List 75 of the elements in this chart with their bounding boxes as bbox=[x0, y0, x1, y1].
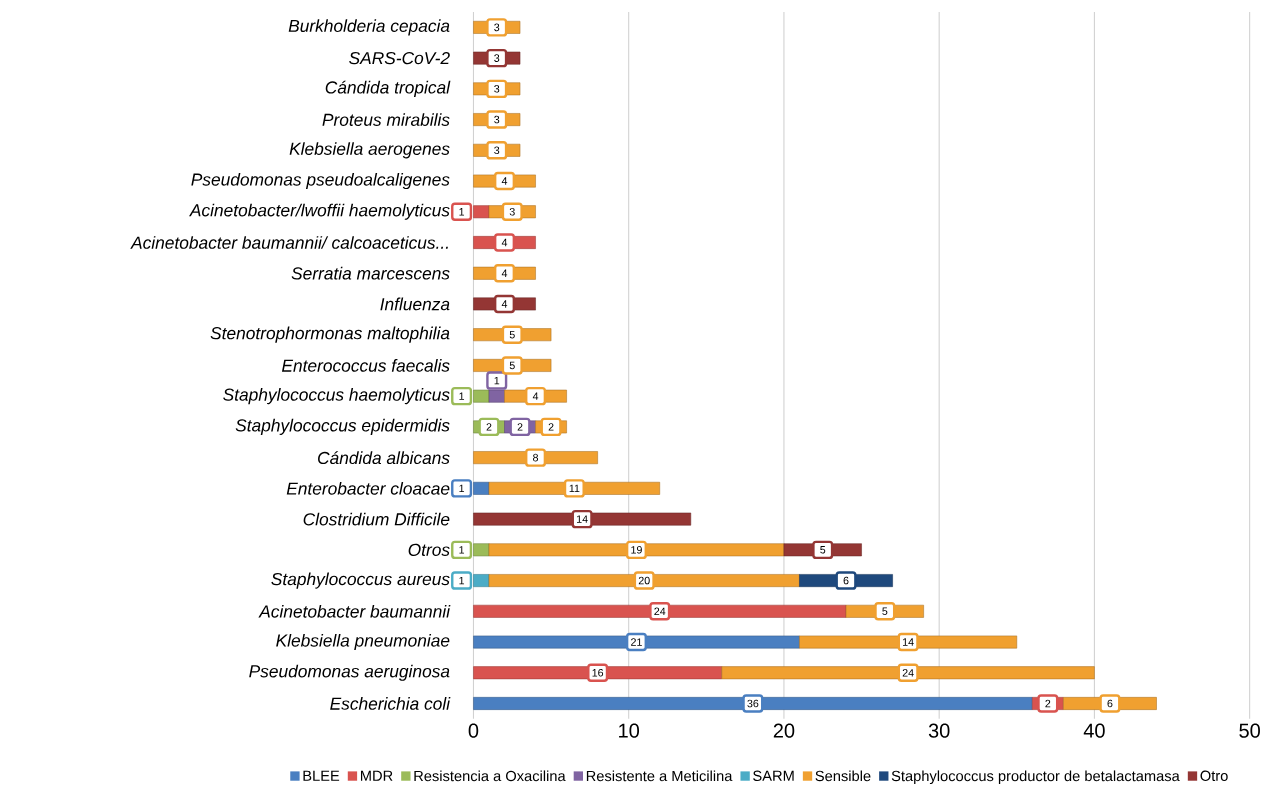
data-label: 2 bbox=[548, 423, 554, 431]
data-label: 5 bbox=[509, 361, 515, 370]
data-label: 6 bbox=[843, 577, 849, 585]
x-tick-label: 0 bbox=[468, 723, 479, 738]
data-label: 4 bbox=[501, 300, 508, 308]
data-label: 3 bbox=[494, 146, 500, 155]
data-label: 36 bbox=[747, 699, 759, 708]
data-label: 1 bbox=[459, 546, 465, 554]
data-label: 20 bbox=[638, 577, 650, 585]
data-label: 1 bbox=[459, 577, 465, 585]
data-label: 5 bbox=[882, 607, 888, 616]
data-label: 4 bbox=[501, 177, 508, 185]
y-tick-label: Cándida tropical bbox=[325, 80, 451, 98]
data-label: 4 bbox=[532, 392, 539, 401]
y-tick-label: Proteus mirabilis bbox=[322, 113, 450, 127]
y-tick-label: Acinetobacter/lwoffii haemolyticus bbox=[189, 203, 450, 221]
data-label: 2 bbox=[517, 423, 523, 431]
data-label: 24 bbox=[654, 607, 666, 616]
data-label: 14 bbox=[903, 638, 914, 646]
legend-label: Resistente a Meticilina bbox=[586, 770, 733, 782]
legend-label: SARM bbox=[753, 770, 794, 782]
y-tick-label: Staphylococcus epidermidis bbox=[235, 419, 450, 436]
y-tick-label: Cándida albicans bbox=[318, 451, 450, 465]
y-tick-label: Burkholderia cepacia bbox=[288, 19, 450, 36]
data-label: 5 bbox=[509, 331, 515, 339]
y-tick-label: Klebsiella pneumoniae bbox=[276, 634, 450, 651]
y-tick-label: Enterococcus faecalis bbox=[281, 359, 450, 373]
data-label: 3 bbox=[494, 116, 500, 124]
data-label: 4 bbox=[501, 269, 508, 278]
data-label: 4 bbox=[501, 239, 508, 247]
y-tick-label: Staphylococcus aureus bbox=[271, 572, 450, 589]
data-label: 11 bbox=[569, 484, 580, 493]
y-tick-label: Otros bbox=[408, 543, 450, 557]
y-tick-label: Clostridium Difficile bbox=[303, 512, 450, 526]
y-tick-label: Staphylococcus haemolyticus bbox=[223, 388, 450, 405]
x-tick-label: 10 bbox=[619, 723, 640, 738]
data-label: 21 bbox=[631, 638, 642, 646]
data-label: 19 bbox=[631, 546, 642, 554]
y-tick-label: Influenza bbox=[380, 297, 450, 311]
y-tick-label: Klebsiella aerogenes bbox=[289, 142, 450, 159]
data-label: 2 bbox=[1045, 700, 1051, 708]
data-label: 3 bbox=[509, 208, 515, 216]
y-tick-label: Acinetobacter baumannii/ calcoaceticus... bbox=[130, 236, 448, 250]
data-label: 6 bbox=[1107, 699, 1113, 708]
data-label: 1 bbox=[494, 377, 500, 385]
legend-label: BLEE bbox=[303, 770, 340, 781]
data-label: 2 bbox=[486, 423, 492, 431]
data-label: 1 bbox=[459, 208, 465, 216]
x-tick-label: 20 bbox=[773, 723, 795, 738]
y-tick-label: Acinetobacter baumannii bbox=[258, 605, 451, 618]
x-tick-label: 30 bbox=[928, 723, 950, 738]
x-tick-label: 50 bbox=[1239, 723, 1260, 738]
data-label: 8 bbox=[533, 454, 539, 462]
y-tick-label: Pseudomonas aeruginosa bbox=[249, 664, 450, 682]
data-label: 16 bbox=[592, 669, 604, 677]
y-tick-label: Escherichia coli bbox=[330, 697, 451, 711]
y-tick-label: Pseudomonas pseudoalcaligenes bbox=[191, 173, 450, 190]
y-tick-label: Stenotrophormonas maltophilia bbox=[210, 326, 450, 344]
x-tick-label: 40 bbox=[1083, 723, 1105, 738]
y-tick-label: SARS-CoV-2 bbox=[349, 52, 450, 65]
data-label: 14 bbox=[577, 515, 588, 523]
data-label: 3 bbox=[494, 23, 500, 32]
legend-label: Staphylococcus productor de betalactamasa bbox=[891, 770, 1180, 785]
data-label: 1 bbox=[459, 484, 465, 493]
data-label: 3 bbox=[494, 85, 500, 93]
data-label: 24 bbox=[902, 669, 914, 677]
data-label: 3 bbox=[494, 54, 500, 63]
data-label: 1 bbox=[459, 392, 465, 401]
data-label: 5 bbox=[820, 546, 826, 554]
legend-label: MDR bbox=[361, 770, 393, 781]
legend-label: Sensible bbox=[815, 770, 871, 782]
y-tick-label: Enterobacter cloacae bbox=[286, 482, 450, 495]
legend-label: Otro bbox=[1200, 770, 1228, 782]
y-tick-label: Serratia marcescens bbox=[291, 267, 450, 280]
legend-label: Resistencia a Oxacilina bbox=[414, 770, 566, 782]
